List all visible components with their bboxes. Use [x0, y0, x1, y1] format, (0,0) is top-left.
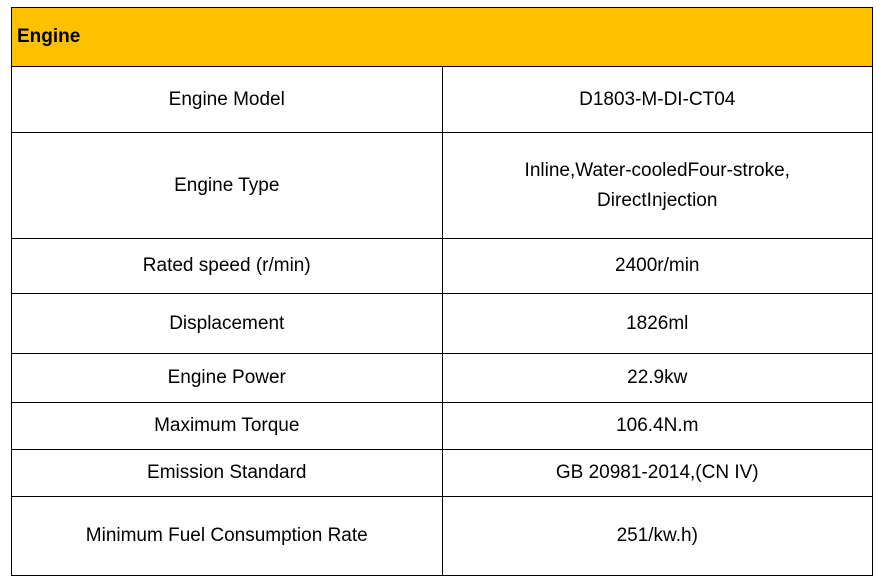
row-value: 22.9kw	[441, 353, 873, 403]
row-value: Inline,Water-cooledFour-stroke, DirectInj…	[441, 132, 873, 239]
row-label: Engine Type	[11, 132, 443, 239]
row-value: 251/kw.h)	[441, 496, 873, 576]
table-row: Displacement 1826ml	[11, 293, 873, 354]
value-line: D1803-M-DI-CT04	[579, 88, 736, 110]
value-line: DirectInjection	[597, 189, 718, 211]
table-row: Maximum Torque 106.4N.m	[11, 402, 873, 450]
value-line: GB 20981-2014,(CN IV)	[555, 462, 759, 483]
table-row: Rated speed (r/min) 2400r/min	[11, 238, 873, 294]
value-line: 1826ml	[626, 312, 689, 334]
table-row: Minimum Fuel Consumption Rate 251/kw.h)	[11, 496, 873, 576]
value-line: 2400r/min	[615, 255, 700, 276]
row-label: Displacement	[11, 293, 443, 354]
table-row: Engine Model D1803-M-DI-CT04	[11, 66, 873, 133]
table-body: Engine Engine Model D1803-M-DI-CT04 Engine…	[11, 7, 873, 576]
row-label: Engine Model	[11, 66, 443, 133]
value-line: 251/kw.h)	[616, 525, 698, 546]
row-label: Engine Power	[11, 353, 443, 403]
row-value: GB 20981-2014,(CN IV)	[441, 449, 873, 497]
row-label: Rated speed (r/min)	[11, 238, 443, 294]
header-row: Engine	[11, 7, 873, 67]
table-row: Engine Type Inline,Water-cooledFour-strok…	[11, 132, 873, 239]
table-row: Emission Standard GB 20981-2014,(CN IV)	[11, 449, 873, 497]
row-value: 1826ml	[441, 293, 873, 354]
table-title: Engine	[11, 7, 873, 67]
spec-table-wrap: Engine Engine Model D1803-M-DI-CT04 Engine…	[11, 7, 873, 576]
value-line: Inline,Water-cooledFour-stroke,	[524, 159, 790, 181]
row-value: 2400r/min	[441, 238, 873, 294]
spec-table: Engine Engine Model D1803-M-DI-CT04 Engine…	[11, 7, 873, 576]
value-line: 22.9kw	[627, 367, 688, 388]
row-label: Minimum Fuel Consumption Rate	[11, 496, 443, 576]
row-value: 106.4N.m	[441, 402, 873, 450]
row-label: Maximum Torque	[11, 402, 443, 450]
table-row: Engine Power 22.9kw	[11, 353, 873, 403]
row-value: D1803-M-DI-CT04	[441, 66, 873, 133]
row-label: Emission Standard	[11, 449, 443, 497]
value-line: 106.4N.m	[616, 415, 699, 436]
